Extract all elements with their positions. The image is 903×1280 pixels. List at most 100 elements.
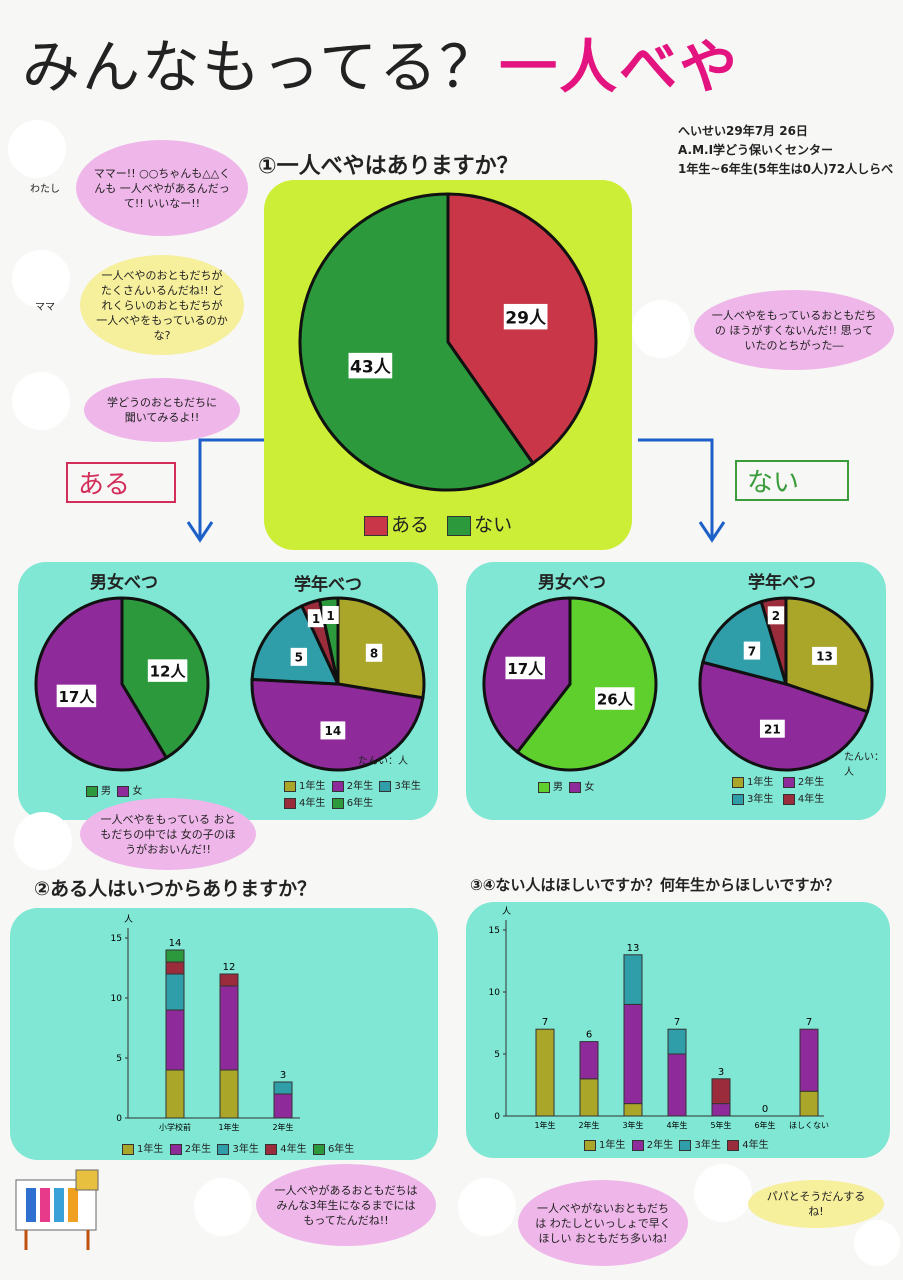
bar-segment xyxy=(667,1028,687,1055)
pie-slice-2 xyxy=(34,596,169,772)
room-drawing-icon xyxy=(15,1169,99,1250)
no-panel: 男女べつ 学年べつ 26人 17人 13 21 7 2 たんい：人 男 女 1年生 2年… xyxy=(466,562,886,820)
q34-legend: 1年生 2年生 3年生 4年生 xyxy=(584,1136,769,1151)
bar-segment xyxy=(535,1028,555,1117)
bar-total-label: 0 xyxy=(762,1104,768,1115)
speech-bubble-8: パパとそうだんするね! xyxy=(748,1180,884,1228)
mama-face-icon xyxy=(12,250,70,308)
y-tick-label: 0 xyxy=(116,1114,122,1124)
title-part1: みんなもってる？ xyxy=(22,33,500,101)
speech-bubble-4: 一人べやをもっているおともだちの ほうがすくないんだ!! 思っていたのとちがった… xyxy=(694,290,894,370)
bar-segment xyxy=(579,1078,599,1117)
legend-yes: ある xyxy=(391,514,430,536)
have-unit: たんい：人 xyxy=(358,756,408,767)
pie-label-box xyxy=(743,641,761,660)
bar-segment xyxy=(667,1053,687,1117)
bar-segment xyxy=(579,1041,599,1080)
pie-label-box xyxy=(365,643,383,662)
bar-segment xyxy=(273,1081,293,1095)
y-tick-label: 10 xyxy=(111,994,123,1004)
y-unit-label: 人 xyxy=(502,906,511,917)
no-gender-title: 男女べつ xyxy=(538,573,606,593)
pie-label-1: 8 xyxy=(370,647,378,661)
pie-label-2: 21 xyxy=(764,722,781,736)
girl-face-icon xyxy=(194,1178,252,1236)
bar-segment xyxy=(165,961,185,975)
pie-label-box xyxy=(503,303,548,330)
q2-title: ②ある人はいつからありますか？ xyxy=(34,878,317,900)
pie-label-4: 1 xyxy=(312,612,320,626)
bar-segment xyxy=(623,1003,643,1105)
have-grade-title: 学年べつ xyxy=(294,575,362,595)
have-gender-title: 男女べつ xyxy=(90,573,158,593)
bar-segment xyxy=(623,954,643,1005)
arrow-right-icon xyxy=(638,438,726,543)
y-tick-label: 15 xyxy=(489,926,500,936)
no-grade-pie: 13 21 7 2 xyxy=(698,596,874,772)
legend-swatch-yes xyxy=(364,515,388,536)
label-yes: ある xyxy=(66,462,176,503)
pie-label-4: 2 xyxy=(772,609,780,623)
x-category-label: 小学校前 xyxy=(159,1122,191,1132)
bar-total-label: 14 xyxy=(169,938,182,949)
bar-total-label: 3 xyxy=(718,1067,724,1078)
bar-segment xyxy=(165,949,185,963)
pie-slice-2 xyxy=(698,660,870,772)
no-gender-pie: 26人 17人 xyxy=(482,596,658,772)
pie-label-2: 17人 xyxy=(58,688,95,706)
x-category-label: 4年生 xyxy=(666,1120,687,1130)
bar-segment xyxy=(165,973,185,1011)
pie-slice-2 xyxy=(298,192,535,492)
bar-total-label: 3 xyxy=(280,1070,286,1081)
pie-label-1: 26人 xyxy=(597,691,634,709)
page-title: みんなもってる？一人べや xyxy=(22,20,739,104)
y-unit-label: 人 xyxy=(124,914,133,925)
pie-label-box xyxy=(322,606,339,625)
bar-total-label: 7 xyxy=(806,1017,812,1028)
y-tick-label: 5 xyxy=(116,1054,122,1064)
pie-label-3: 5 xyxy=(295,651,303,665)
speech-bubble-2: 一人べやのおともだちが たくさんいるんだね!! どれくらいのおともだちが 一人べ… xyxy=(80,255,244,355)
x-category-label: ほしくない xyxy=(789,1121,829,1130)
no-grade-legend: 1年生 2年生 3年生 4年生 xyxy=(732,774,872,808)
y-tick-label: 10 xyxy=(489,988,501,998)
girl-face-icon xyxy=(8,120,66,178)
bar-segment xyxy=(165,1069,185,1119)
x-category-label: 1年生 xyxy=(218,1122,239,1132)
pie-label-box xyxy=(56,684,97,708)
speech-bubble-6: 一人べやがあるおともだちは みんな3年生になるまでには もってたんだね!! xyxy=(256,1164,436,1246)
bar-segment xyxy=(219,985,239,1071)
have-gender-pie: 12人 17人 xyxy=(34,596,210,772)
pie-label-box xyxy=(812,646,837,665)
bar-segment xyxy=(711,1078,731,1105)
pie-label-1: 12人 xyxy=(150,663,187,681)
speech-bubble-1: ママー!! ○○ちゃんも△△くんも 一人べやがあるんだって!! いいなー!! xyxy=(76,140,248,236)
q2-panel: 人 0 5 10 15 14 小学校前 12 1年生 3 2年生 1年生 2年生 3年生 4年生 6… xyxy=(10,908,438,1160)
pie-slice-1 xyxy=(515,596,658,772)
girl-face-icon xyxy=(14,812,72,870)
have-panel: 男女べつ 学年べつ 12人 17人 8 14 5 1 1 たんい：人 男 女 1年生 2年… xyxy=(18,562,438,820)
x-category-label: 6年生 xyxy=(754,1120,775,1130)
pie-label-1: 29人 xyxy=(505,308,547,328)
legend-swatch-no xyxy=(447,515,472,536)
pie-label-2: 17人 xyxy=(507,660,544,678)
bar-total-label: 7 xyxy=(542,1017,548,1028)
y-tick-label: 0 xyxy=(494,1112,500,1122)
survey-date: へいせい29年7月 26日 xyxy=(678,124,808,138)
pie-label-box xyxy=(505,656,545,680)
speech-bubble-3: 学どうのおともだちに 聞いてみるよ!! xyxy=(84,378,240,442)
x-category-label: 2年生 xyxy=(578,1120,599,1130)
pie-label-box xyxy=(307,609,325,628)
face-label-me: わたし xyxy=(30,184,60,195)
pie-label-1: 13 xyxy=(816,650,833,664)
q1-panel: 29人 43人 ある ない xyxy=(264,180,632,550)
bar-total-label: 6 xyxy=(586,1030,592,1041)
papa-face-icon xyxy=(854,1220,900,1266)
title-part2: 一人べや xyxy=(499,33,740,101)
bar-segment xyxy=(799,1028,819,1092)
y-tick-label: 5 xyxy=(494,1050,500,1060)
pie-label-2: 14 xyxy=(325,724,342,738)
bar-segment xyxy=(273,1093,293,1119)
bar-segment xyxy=(623,1103,643,1117)
legend-no: ない xyxy=(474,514,513,536)
